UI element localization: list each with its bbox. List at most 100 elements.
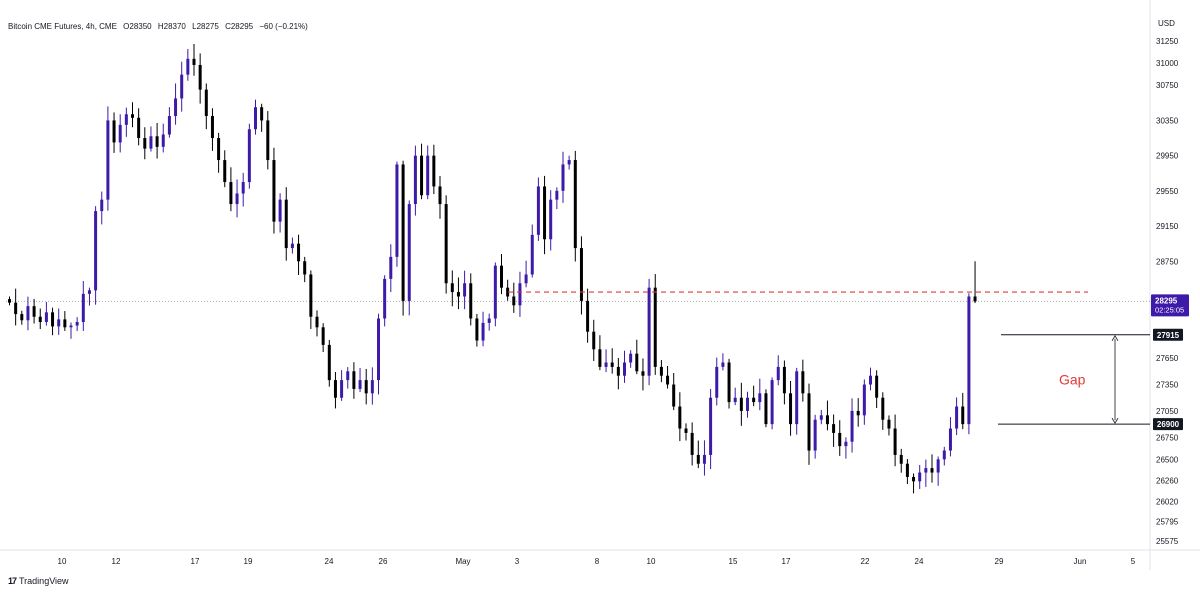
candle-body <box>69 325 73 328</box>
level-label-box <box>1153 328 1183 341</box>
y-tick-label: 26500 <box>1156 455 1179 464</box>
candle-body <box>20 314 24 321</box>
candle-body <box>604 362 608 367</box>
x-tick-label: 10 <box>647 557 656 566</box>
y-tick-label: 28750 <box>1156 257 1179 266</box>
candle-body <box>352 371 356 389</box>
candle-body <box>247 129 251 183</box>
candle-body <box>856 410 860 416</box>
level-label: 26900 <box>1157 420 1180 429</box>
candle-body <box>137 117 141 139</box>
gap-arrow-up-icon <box>1111 334 1119 341</box>
x-tick-label: 5 <box>1131 557 1136 566</box>
candle-body <box>629 353 633 363</box>
x-tick-label: 19 <box>244 557 253 566</box>
candle-body <box>893 428 897 455</box>
candle-body <box>364 380 368 394</box>
candle-body <box>420 155 424 196</box>
candle-body <box>610 362 614 367</box>
candle-body <box>407 204 411 301</box>
candle-body <box>469 283 473 319</box>
candle-body <box>678 406 682 429</box>
candle-body <box>702 454 706 464</box>
candle-body <box>487 318 491 323</box>
candle-body <box>844 441 848 447</box>
candle-body <box>924 468 928 473</box>
y-tick-label: 29950 <box>1156 152 1179 161</box>
tradingview-brand[interactable]: 17 TradingView <box>8 576 69 586</box>
candle-body <box>850 410 854 442</box>
candle-body <box>229 182 233 205</box>
close-value: C28295 <box>225 22 254 31</box>
candle-body <box>653 287 657 367</box>
x-tick-label: 17 <box>191 557 200 566</box>
candle-body <box>709 397 713 455</box>
x-tick-label: 24 <box>325 557 334 566</box>
candle-body <box>549 199 553 240</box>
candle-body <box>955 406 959 429</box>
candle-body <box>401 164 405 301</box>
candle-body <box>223 160 227 183</box>
symbol-name: Bitcoin CME Futures, 4h, CME <box>8 22 117 31</box>
candle-body <box>149 136 153 149</box>
y-tick-label: 29150 <box>1156 222 1179 231</box>
x-tick-label: 29 <box>995 557 1004 566</box>
candle-body <box>518 283 522 306</box>
y-tick-label: 26750 <box>1156 433 1179 442</box>
candle-body <box>825 415 829 425</box>
last-price-box <box>1151 294 1189 317</box>
candle-body <box>278 199 282 222</box>
candle-body <box>733 397 737 403</box>
x-tick-label: 8 <box>595 557 600 566</box>
y-tick-label: 26260 <box>1156 476 1179 485</box>
candle-body <box>131 114 134 118</box>
candle-body <box>450 283 454 293</box>
candle-body <box>506 287 510 297</box>
currency-label[interactable]: USD <box>1158 19 1175 28</box>
candle-body <box>297 243 301 262</box>
gap-arrow-down-icon <box>1111 417 1119 424</box>
candle-body <box>432 155 436 187</box>
candle-body <box>782 366 786 394</box>
candle-body <box>235 193 239 205</box>
candle-body <box>44 312 48 323</box>
open-value: O28350 <box>123 22 152 31</box>
candle-body <box>832 424 836 433</box>
candle-body <box>481 322 485 341</box>
candle-body <box>456 292 460 297</box>
candle-body <box>567 160 571 165</box>
candle-body <box>493 265 497 319</box>
candle-body <box>161 134 165 147</box>
candle-body <box>217 138 221 161</box>
x-tick-label: 24 <box>915 557 924 566</box>
x-tick-label: 3 <box>515 557 520 566</box>
candle-body <box>623 362 626 376</box>
candle-body <box>180 74 184 99</box>
candle-body <box>579 248 583 301</box>
symbol-header: Bitcoin CME Futures, 4h, CME O28350 H283… <box>8 22 312 31</box>
candle-body <box>475 318 479 341</box>
candle-body <box>666 375 670 385</box>
candle-body <box>63 319 67 328</box>
candle-body <box>254 107 257 130</box>
y-tick-label: 31250 <box>1156 37 1179 46</box>
candle-body <box>315 316 319 328</box>
brand-name: TradingView <box>19 576 69 586</box>
candle-body <box>881 397 885 420</box>
candle-body <box>862 384 866 416</box>
y-tick-label: 30750 <box>1156 81 1179 90</box>
candle-body <box>875 375 879 398</box>
candle-body <box>167 116 171 135</box>
candle-body <box>204 89 208 117</box>
candle-body <box>543 186 547 240</box>
y-tick-label: 25795 <box>1156 517 1179 526</box>
candle-body <box>512 296 516 306</box>
candle-body <box>948 428 952 451</box>
candle-body <box>377 318 380 381</box>
candle-body <box>641 371 645 376</box>
candle-body <box>942 450 946 460</box>
countdown-label: 02:25:05 <box>1155 305 1184 314</box>
candle-body <box>918 472 922 482</box>
